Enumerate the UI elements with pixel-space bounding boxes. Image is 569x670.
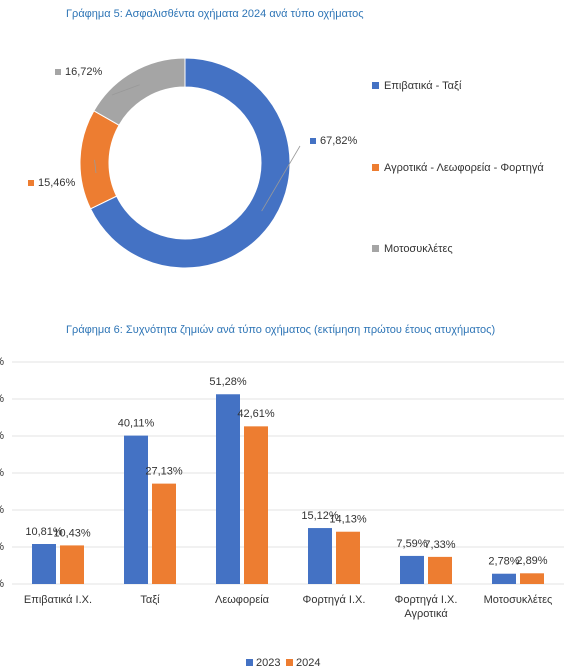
data-label: 7,59% xyxy=(396,538,427,550)
donut-slice xyxy=(79,110,120,210)
leader-line xyxy=(94,159,97,174)
chart-title: Γράφημα 5: Ασφαλισθέντα οχήματα 2024 ανά… xyxy=(66,8,364,20)
bar xyxy=(124,435,148,584)
legend-label: 2024 xyxy=(296,657,320,669)
data-label: 27,13% xyxy=(145,466,183,478)
data-label: 7,33% xyxy=(424,539,455,551)
y-tick-label: 40% xyxy=(0,430,4,442)
data-label: 2,78% xyxy=(488,556,519,568)
legend-key xyxy=(372,82,379,89)
data-label: 67,82% xyxy=(320,135,358,147)
x-tick-label: Φορτηγά Ι.Χ. xyxy=(302,594,366,606)
legend-key xyxy=(246,659,253,666)
bar xyxy=(244,426,268,584)
label-key xyxy=(55,69,61,75)
y-tick-label: 20% xyxy=(0,504,4,516)
bar xyxy=(60,545,84,584)
bar xyxy=(428,556,452,584)
data-label: 15,12% xyxy=(301,510,339,522)
leader-line xyxy=(111,84,140,96)
x-tick-label: Μοτοσυκλέτες xyxy=(483,594,553,606)
x-tick-label: Λεωφορεία xyxy=(214,594,270,606)
data-label: 40,11% xyxy=(118,417,155,429)
bar xyxy=(492,573,516,584)
leader-line xyxy=(261,145,301,212)
bar xyxy=(336,531,360,584)
legend-label: Μοτοσυκλέτες xyxy=(384,243,453,255)
bar xyxy=(400,555,424,584)
legend-label: Αγροτικά - Λεωφορεία - Φορτηγά xyxy=(384,162,544,174)
y-tick-label: 50% xyxy=(0,393,4,405)
data-label: 2,89% xyxy=(516,555,547,567)
legend-key xyxy=(372,245,379,252)
label-key xyxy=(28,180,34,186)
y-tick-label: 60% xyxy=(0,356,4,368)
y-tick-label: 30% xyxy=(0,467,4,479)
label-key xyxy=(310,138,316,144)
legend-key xyxy=(372,164,379,171)
data-label: 51,28% xyxy=(209,376,247,388)
x-tick-label: Φορτηγά Ι.Χ. Αγροτικά xyxy=(394,594,458,620)
y-tick-label: 0% xyxy=(0,578,4,590)
bar xyxy=(32,544,56,584)
y-tick-label: 10% xyxy=(0,541,4,553)
donut-slice xyxy=(93,57,186,126)
x-tick-label: Ταξί xyxy=(140,594,160,606)
data-label: 42,61% xyxy=(237,408,275,420)
bar xyxy=(520,573,544,584)
data-label: 10,81% xyxy=(25,526,63,538)
legend-key xyxy=(286,659,293,666)
data-label: 10,43% xyxy=(53,527,91,539)
legend-label: Επιβατικά - Ταξί xyxy=(384,80,462,92)
data-label: 15,46% xyxy=(38,177,76,189)
data-label: 16,72% xyxy=(65,66,103,78)
donut-slice xyxy=(89,57,291,269)
data-label: 14,13% xyxy=(329,514,367,526)
bar xyxy=(308,528,332,584)
bar xyxy=(152,483,176,584)
bar xyxy=(216,394,240,584)
chart-title: Γράφημα 6: Συχνότητα ζημιών ανά τύπο οχή… xyxy=(66,324,495,336)
legend-label: 2023 xyxy=(256,657,280,669)
x-tick-label: Επιβατικά Ι.Χ. xyxy=(23,594,93,606)
